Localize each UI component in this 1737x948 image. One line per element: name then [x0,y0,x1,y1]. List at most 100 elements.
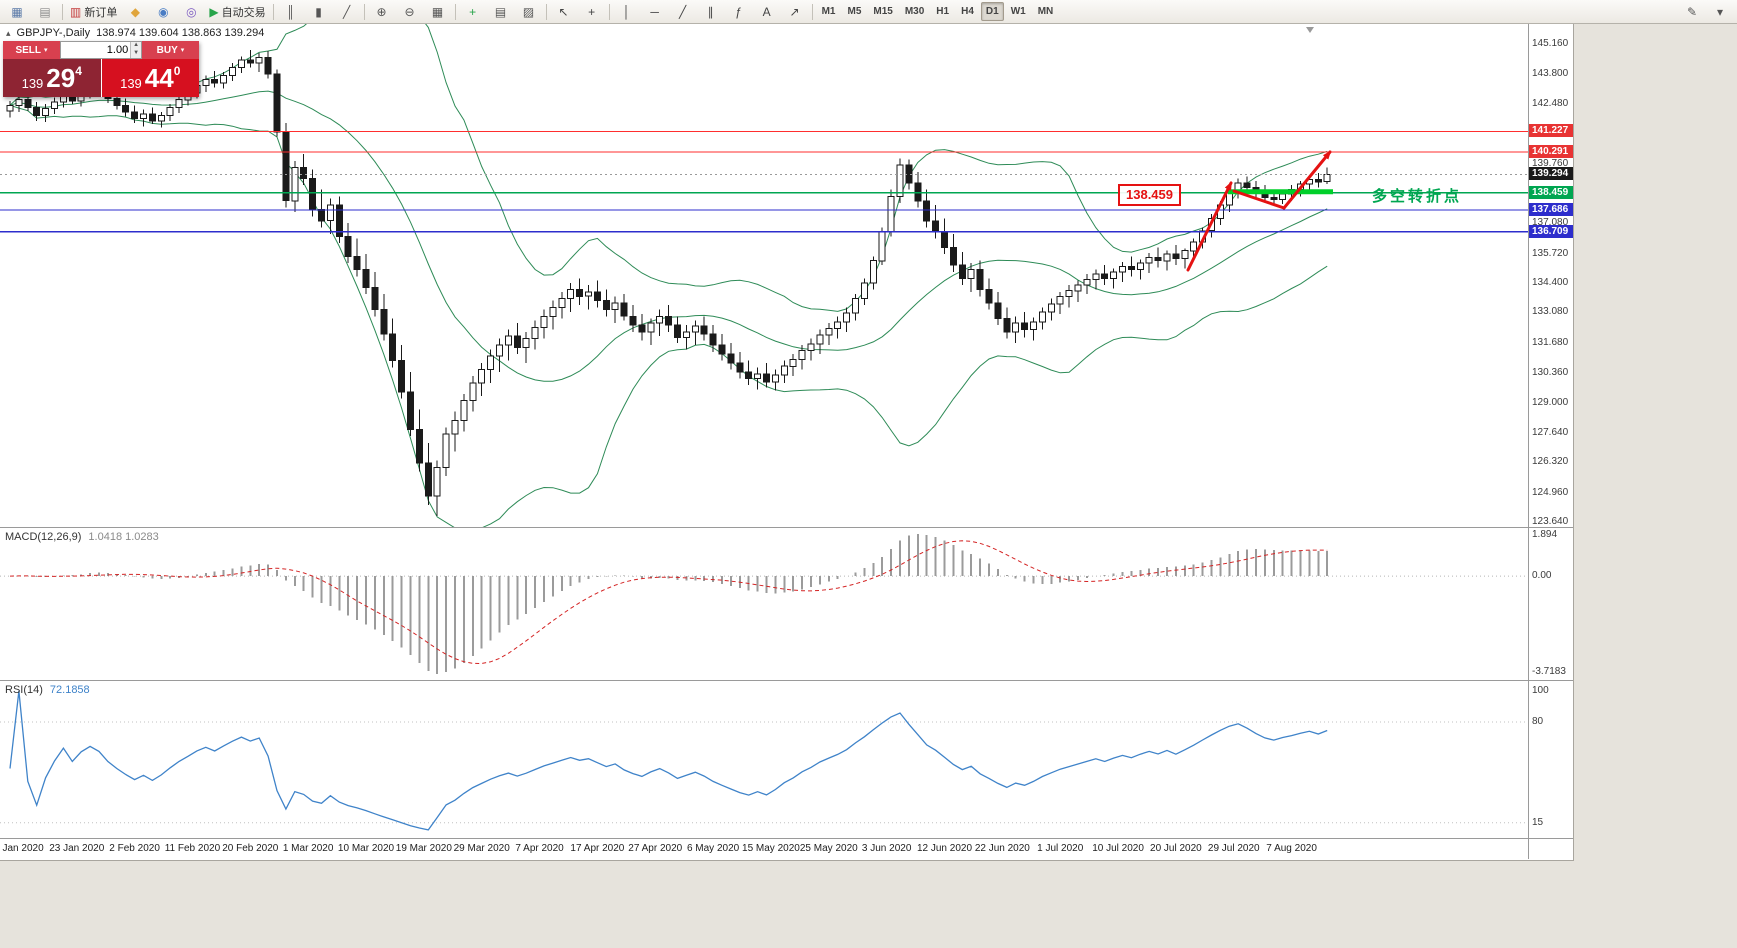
date-label: 10 Jul 2020 [1092,843,1144,854]
autotrading-button[interactable]: ▶ 自动交易 [206,1,268,23]
panel-divider[interactable] [0,680,1573,681]
cursor-icon: ↖ [558,4,569,19]
bollinger-bands [9,24,1328,527]
sell-price-small: 139 [21,76,44,91]
new-chart-icon: ▦ [11,4,23,19]
sell-price-button[interactable]: 139 29 4 [3,59,101,97]
date-label: 27 Apr 2020 [628,843,683,854]
line-chart-icon[interactable]: ╱ [334,1,360,23]
date-label: 17 Apr 2020 [570,843,625,854]
buy-label: BUY [156,44,178,56]
volume-input[interactable] [61,42,131,58]
sell-button[interactable]: SELL ▾ [3,41,60,59]
fibonacci-icon[interactable]: ƒ [726,1,752,23]
periods-button[interactable]: ▤ [488,1,514,23]
candlestick-chart-icon[interactable]: ▮ [306,1,332,23]
macd-panel[interactable] [0,528,1528,680]
macd-values: 1.0418 1.0283 [88,531,159,543]
symbol-period-label: GBPJPY-,Daily [16,27,91,39]
timeframe-d1[interactable]: D1 [980,2,1004,21]
tile-windows-icon: ▦ [431,4,444,19]
bar-chart-icon[interactable]: ║ [278,1,304,23]
community-icon[interactable]: ◉ [150,1,176,23]
crosshair-icon: + [588,4,596,19]
indicators-button: + [469,4,477,19]
date-label: 20 Feb 2020 [222,843,279,854]
community-icon: ◉ [158,4,169,19]
toolbar-separator [545,3,547,20]
price-scale[interactable]: 145.160 143.800 142.480 139.760 137.080 135.7… [1529,24,1573,527]
timeframe-h4[interactable]: H4 [961,6,974,17]
collapse-trade-panel-icon[interactable]: ▴ [6,27,11,38]
stepper-down-icon[interactable]: ▼ [131,50,141,58]
channel-icon[interactable]: ∥ [698,1,724,23]
more-icon: ▾ [1716,4,1724,19]
time-axis[interactable]: 4 Jan 2020 23 Jan 2020 2 Feb 2020 11 Feb 20… [0,839,1528,859]
date-label: 10 Mar 2020 [337,843,395,854]
new-chart-icon[interactable]: ▦ [4,1,30,23]
vertical-line-icon[interactable]: │ [614,1,640,23]
templates-button[interactable]: ▨ [516,1,542,23]
price-annotation[interactable]: 138.459 [1118,184,1181,206]
date-label: 7 Apr 2020 [515,843,564,854]
market-watch-icon: ◆ [130,4,140,19]
price-chart[interactable] [0,24,1528,527]
chart-shift-marker[interactable] [1306,27,1314,33]
volume-box: ▲ ▼ [60,41,142,59]
vertical-line-icon: │ [622,4,631,19]
market-watch-icon[interactable]: ◆ [122,1,148,23]
cursor-icon[interactable]: ↖ [551,1,577,23]
timeframe-mn[interactable]: MN [1037,6,1054,17]
buy-button[interactable]: BUY ▾ [142,41,199,59]
horizontal-line-icon: ─ [650,4,659,19]
zoom-out-icon[interactable]: ⊖ [397,1,423,23]
horizontal-line-icon[interactable]: ─ [642,1,668,23]
date-label: 4 Jan 2020 [0,843,44,854]
news-icon[interactable]: ◎ [178,1,204,23]
templates-button: ▨ [522,4,535,19]
zoom-in-icon[interactable]: ⊕ [369,1,395,23]
arrows-tool-icon[interactable]: ↗ [782,1,808,23]
ohlc-values: 138.974 139.604 138.863 139.294 [96,27,265,39]
timeframe-m15[interactable]: M15 [873,6,893,17]
date-label: 29 Jul 2020 [1207,843,1260,854]
timeframe-m5[interactable]: M5 [847,6,862,17]
style-icon: ✎ [1686,4,1698,19]
toolbar-separator [454,3,456,20]
timeframe-w1[interactable]: W1 [1010,6,1026,17]
timeframe-m30[interactable]: M30 [904,6,925,17]
drawn-annotations[interactable] [1186,150,1333,272]
rsi-label: RSI(14) 72.1858 [5,684,90,696]
indicators-button[interactable]: + [460,1,486,23]
profiles-icon: ▤ [39,4,51,19]
more-icon[interactable]: ▾ [1707,1,1733,23]
tile-windows-icon[interactable]: ▦ [425,1,451,23]
chevron-down-icon: ▾ [180,47,185,54]
timeframe-h1[interactable]: H1 [936,6,950,17]
turning-point-annotation[interactable]: 多空转折点 [1372,188,1463,205]
fibonacci-icon: ƒ [735,4,742,19]
chart-title: ▴ GBPJPY-,Daily 138.974 139.604 138.863 … [6,27,264,39]
crosshair-icon[interactable]: + [579,1,605,23]
price-scale-label: 139.760 [1532,157,1569,169]
new-order-button-label: 新订单 [84,6,118,19]
date-label: 7 Aug 2020 [1266,843,1317,854]
style-icon[interactable]: ✎ [1679,1,1705,23]
date-label: 25 May 2020 [799,843,858,854]
volume-stepper[interactable]: ▲ ▼ [130,42,141,58]
panel-divider[interactable] [0,527,1573,528]
date-label: 6 May 2020 [686,843,740,854]
buy-price-button[interactable]: 139 44 0 [101,59,199,97]
horizontal-levels[interactable] [0,130,1528,233]
rsi-panel[interactable] [0,681,1528,838]
trendline-icon[interactable]: ╱ [670,1,696,23]
new-order-button[interactable]: ▥ 新订单 [67,1,120,23]
text-tool-icon: A [762,4,771,19]
timeframe-m1[interactable]: M1 [821,6,836,17]
profiles-icon[interactable]: ▤ [32,1,58,23]
price-badge: 139.294 [1529,167,1573,181]
text-tool-icon[interactable]: A [754,1,780,23]
stepper-up-icon[interactable]: ▲ [131,42,141,50]
toolbar-separator [62,3,63,20]
